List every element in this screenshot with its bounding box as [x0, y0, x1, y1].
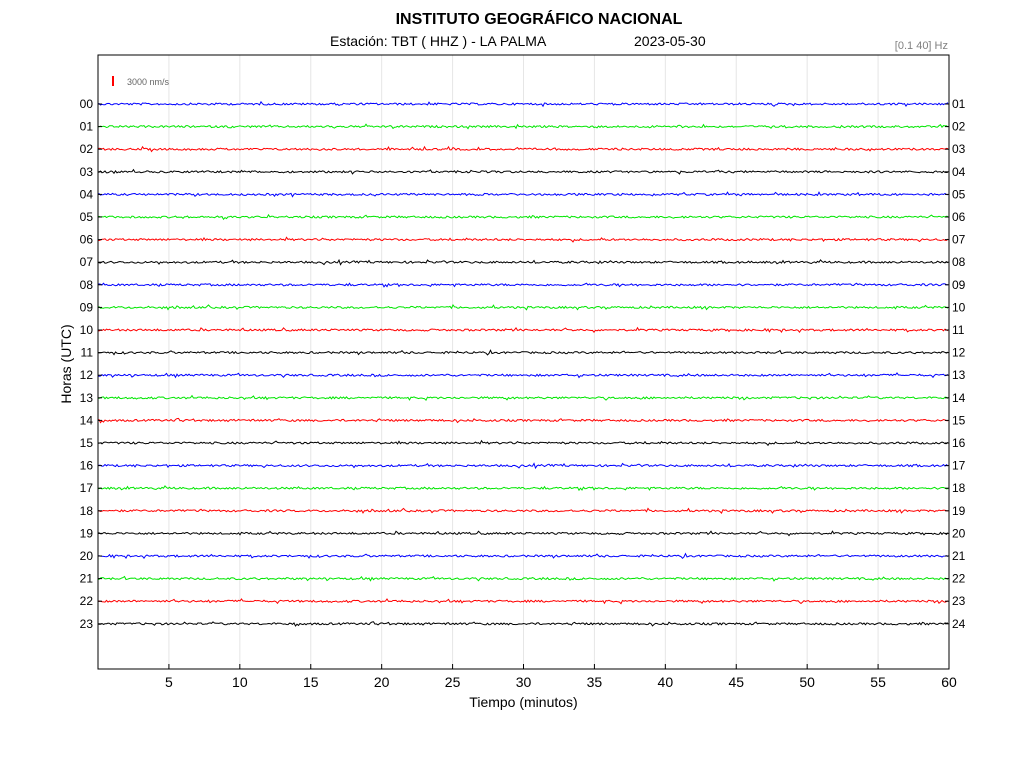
x-tick-label: 20 [374, 674, 390, 690]
trace-line [97, 236, 949, 243]
x-tick-label: 60 [941, 674, 957, 690]
station-label: Estación: TBT ( HHZ ) - LA PALMA [330, 33, 547, 49]
trace-line [97, 168, 949, 175]
y-tick-label-right: 22 [952, 572, 966, 586]
trace-line [97, 530, 949, 537]
y-tick-label-right: 06 [952, 210, 966, 224]
trace-line [97, 123, 949, 130]
y-tick-label-left: 22 [80, 594, 94, 608]
chart-title: INSTITUTO GEOGRÁFICO NACIONAL [395, 11, 683, 28]
y-tick-label-left: 04 [80, 187, 94, 201]
trace-line [97, 552, 949, 560]
y-tick-label-left: 20 [80, 549, 94, 563]
date-label: 2023-05-30 [634, 33, 706, 49]
trace-line [97, 598, 949, 605]
y-tick-label-left: 13 [80, 391, 94, 405]
x-tick-label: 55 [870, 674, 886, 690]
y-tick-label-right: 19 [952, 504, 966, 518]
y-tick-label-right: 07 [952, 233, 966, 247]
y-tick-label-left: 18 [80, 504, 94, 518]
trace-line [97, 326, 949, 334]
y-tick-label-right: 21 [952, 549, 966, 563]
y-tick-label-left: 03 [80, 165, 94, 179]
y-axis-label: Horas (UTC) [58, 324, 74, 403]
x-tick-label: 30 [516, 674, 532, 690]
trace-line [97, 349, 949, 356]
trace-line [97, 145, 949, 153]
scale-label: 3000 nm/s [127, 77, 170, 87]
y-tick-label-right: 15 [952, 413, 966, 427]
trace-line [97, 213, 949, 221]
y-tick-label-right: 20 [952, 526, 966, 540]
x-tick-label: 15 [303, 674, 319, 690]
trace-line [97, 100, 949, 108]
trace-line [97, 575, 949, 582]
x-tick-label: 25 [445, 674, 461, 690]
filter-label: [0.1 40] Hz [894, 40, 948, 52]
trace-line [97, 417, 949, 424]
trace-line [97, 439, 949, 447]
y-tick-label-left: 06 [80, 233, 94, 247]
y-tick-label-right: 23 [952, 594, 966, 608]
y-tick-label-left: 15 [80, 436, 94, 450]
x-tick-label: 45 [728, 674, 744, 690]
trace-line [97, 621, 949, 627]
y-tick-label-left: 12 [80, 368, 94, 382]
x-tick-label: 50 [799, 674, 815, 690]
y-tick-label-right: 02 [952, 120, 966, 134]
y-tick-label-right: 03 [952, 142, 966, 156]
trace-line [97, 258, 949, 266]
trace-line [97, 304, 949, 311]
y-tick-label-right: 10 [952, 300, 966, 314]
y-tick-label-right: 09 [952, 278, 966, 292]
y-tick-label-left: 00 [80, 97, 94, 111]
y-tick-label-right: 17 [952, 459, 966, 473]
y-tick-label-left: 16 [80, 459, 94, 473]
x-axis-label: Tiempo (minutos) [469, 694, 577, 710]
y-tick-label-left: 08 [80, 278, 94, 292]
y-tick-label-left: 19 [80, 526, 94, 540]
trace-line [97, 485, 949, 492]
y-tick-label-left: 02 [80, 142, 94, 156]
y-tick-label-right: 04 [952, 165, 966, 179]
y-tick-label-right: 13 [952, 368, 966, 382]
trace-line [97, 372, 949, 379]
y-tick-label-right: 05 [952, 187, 966, 201]
trace-line [97, 191, 949, 198]
x-tick-label: 40 [658, 674, 674, 690]
y-tick-label-left: 07 [80, 255, 94, 269]
y-tick-label-left: 17 [80, 481, 94, 495]
y-tick-label-right: 01 [952, 97, 966, 111]
trace-line [97, 282, 948, 288]
y-tick-label-right: 24 [952, 617, 966, 631]
y-tick-label-right: 16 [952, 436, 966, 450]
x-tick-label: 10 [232, 674, 248, 690]
y-tick-label-right: 18 [952, 481, 966, 495]
y-tick-label-left: 09 [80, 300, 94, 314]
x-tick-label: 5 [165, 674, 173, 690]
y-tick-label-left: 14 [80, 413, 94, 427]
y-tick-label-right: 14 [952, 391, 966, 405]
y-tick-label-left: 11 [81, 346, 94, 360]
y-tick-label-right: 08 [952, 255, 966, 269]
trace-line [97, 462, 949, 470]
trace-line [98, 507, 949, 514]
y-tick-label-left: 05 [80, 210, 94, 224]
trace-line [97, 394, 949, 402]
y-tick-label-left: 23 [80, 617, 94, 631]
x-tick-label: 35 [587, 674, 603, 690]
y-tick-label-left: 21 [80, 572, 94, 586]
y-tick-label-left: 10 [80, 323, 94, 337]
y-tick-label-left: 01 [80, 120, 94, 134]
y-tick-label-right: 11 [952, 323, 965, 337]
y-tick-label-right: 12 [952, 346, 966, 360]
